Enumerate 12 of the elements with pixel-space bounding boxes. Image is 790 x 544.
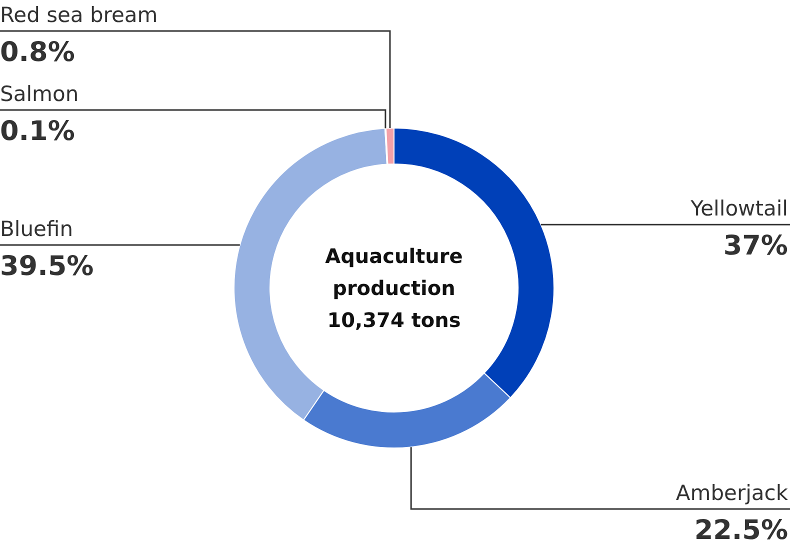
slice-label: Amberjack: [676, 481, 789, 505]
data-label: 22.5%: [694, 515, 788, 544]
text: Aquaculture production: [325, 244, 463, 300]
text: 10,374 tons: [327, 308, 461, 332]
slice-label: Salmon: [0, 82, 79, 106]
data-label: 37%: [723, 230, 788, 262]
slice-label: Red sea bream: [0, 3, 158, 27]
slice-label: Bluefin: [0, 217, 74, 242]
data-label: 39.5%: [0, 251, 94, 282]
data-label: 0.8%: [0, 37, 75, 68]
data-label: 0.1%: [0, 116, 75, 147]
slice-label: Yellowtail: [690, 196, 788, 221]
